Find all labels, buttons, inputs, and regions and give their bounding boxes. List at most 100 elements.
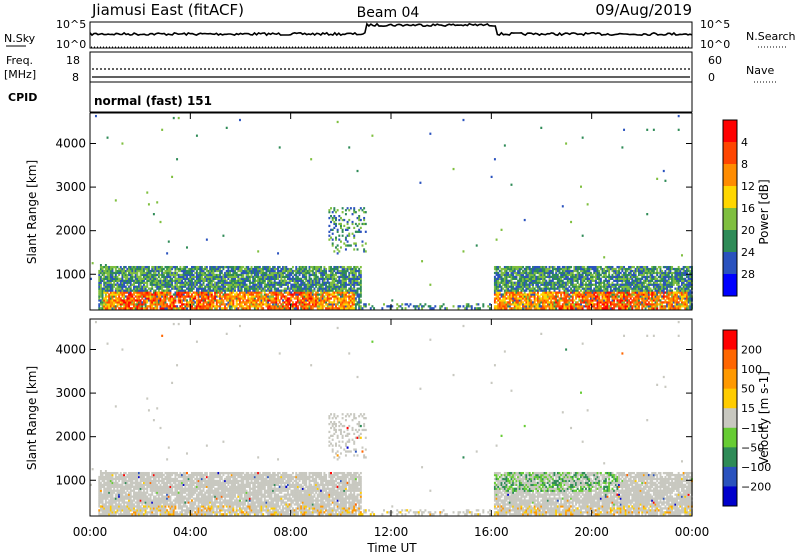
power-cell [535, 267, 538, 271]
power-cell [283, 283, 286, 286]
power-cell [263, 291, 266, 294]
power-cell [333, 279, 336, 282]
power-cell [518, 297, 521, 300]
power-cell [561, 271, 564, 275]
power-cell [513, 283, 516, 286]
power-cell [242, 281, 245, 284]
power-cell [335, 285, 337, 288]
power-cell [283, 289, 286, 292]
power-cell [199, 291, 202, 294]
power-cell [253, 303, 256, 306]
power-cell [598, 293, 601, 296]
power-cell [518, 301, 521, 304]
power-cell [295, 283, 298, 286]
power-cell [219, 307, 222, 310]
freq-label: Freq. [6, 54, 33, 67]
power-cell [273, 269, 276, 273]
power-cell [525, 287, 528, 290]
power-cell [570, 277, 573, 281]
power-cell [224, 279, 227, 282]
power-cell [288, 271, 291, 275]
power-cell [421, 260, 424, 263]
power-cell [222, 293, 225, 296]
power-cell [604, 285, 607, 288]
power-cell [335, 273, 337, 277]
power-cell [513, 271, 516, 275]
power-cell [333, 277, 336, 281]
power-cell [328, 295, 331, 298]
power-cell [161, 295, 164, 298]
power-cell [181, 305, 184, 308]
power-cell [103, 271, 106, 275]
power-cell [215, 291, 218, 294]
power-cell [419, 181, 422, 184]
power-cell [536, 297, 539, 300]
power-cell [553, 287, 556, 290]
power-cell [263, 285, 266, 288]
power-cell [273, 273, 276, 277]
power-cell [358, 269, 361, 273]
power-cell [535, 299, 538, 302]
power-cell [505, 291, 508, 294]
power-cell [323, 279, 326, 282]
power-cell [315, 283, 318, 286]
power-cell [571, 279, 574, 282]
power-cell [204, 279, 207, 282]
power-cell [406, 303, 409, 306]
power-cell [589, 295, 592, 298]
power-cell [525, 295, 528, 298]
power-cell [139, 281, 142, 284]
power-cell [339, 291, 342, 294]
power-cell [538, 273, 541, 277]
power-cell [606, 307, 609, 310]
power-cell [558, 291, 561, 294]
power-cell [287, 303, 289, 306]
power-cell [328, 299, 331, 302]
power-cell [604, 289, 607, 292]
power-cell [518, 305, 521, 308]
power-cell [351, 291, 354, 294]
power-cell [116, 299, 119, 302]
power-cell [358, 299, 361, 302]
power-cell [192, 301, 195, 304]
power-cell [530, 275, 533, 279]
power-cell [288, 279, 291, 282]
power-cell [217, 295, 220, 298]
power-cell [174, 271, 177, 275]
power-cell [614, 285, 617, 288]
power-cell [245, 287, 248, 290]
power-cell [576, 269, 579, 273]
power-cell [101, 295, 104, 298]
power-cell [596, 267, 599, 271]
power-cell [257, 303, 260, 306]
power-cell [510, 299, 513, 302]
power-cell [530, 269, 533, 273]
power-cell [136, 301, 139, 304]
power-cell [195, 273, 198, 277]
power-cell [351, 297, 354, 300]
power-cell [570, 269, 573, 273]
power-cell [536, 295, 539, 298]
power-cell [527, 287, 530, 290]
power-cell [546, 287, 549, 290]
power-cell [565, 307, 568, 310]
power-cell [624, 295, 627, 298]
power-cell [98, 279, 101, 282]
power-cell [109, 297, 112, 300]
power-cell [306, 281, 309, 284]
power-cell [560, 307, 563, 310]
power-cell [545, 295, 548, 298]
power-cell [563, 267, 566, 271]
power-cell [339, 285, 342, 288]
power-cell [212, 305, 215, 308]
power-cell [326, 275, 329, 279]
power-cell [253, 307, 256, 310]
power-cell [512, 301, 515, 304]
power-cell [533, 269, 536, 273]
power-cell [417, 305, 420, 308]
power-cell [343, 265, 346, 269]
power-cell [586, 271, 589, 275]
power-cell [512, 299, 515, 302]
power-cell [505, 271, 508, 275]
power-cell [219, 271, 222, 275]
